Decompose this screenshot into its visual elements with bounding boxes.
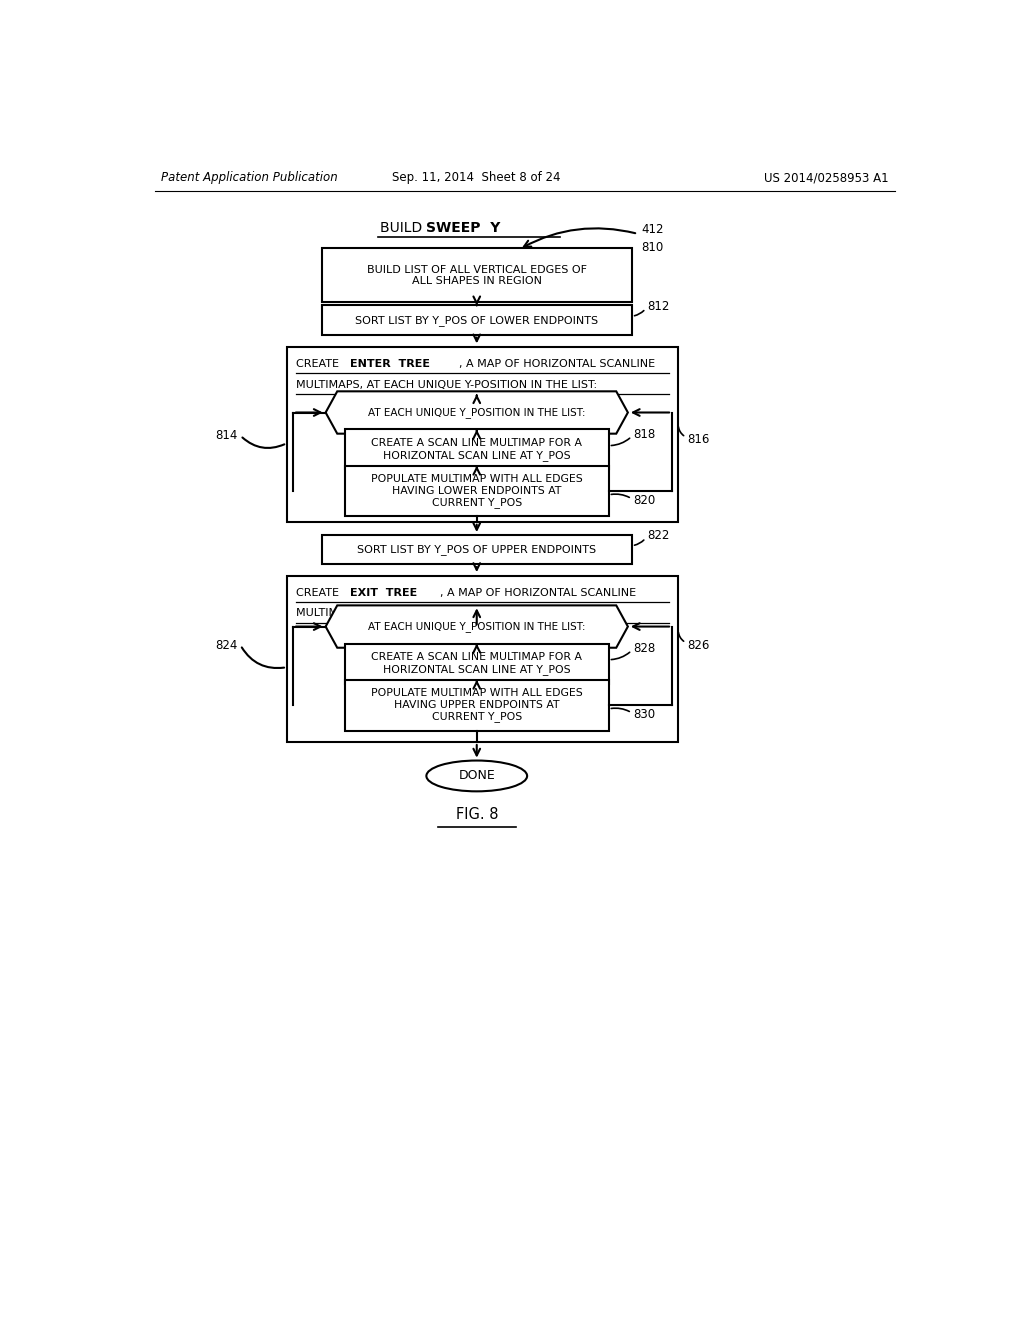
Text: 828: 828 <box>633 642 655 655</box>
Text: MULTIMAPS, AT EACH UNIQUE Y-POSITION IN THE LIST:: MULTIMAPS, AT EACH UNIQUE Y-POSITION IN … <box>296 609 597 619</box>
Text: CREATE A SCAN LINE MULTIMAP FOR A
HORIZONTAL SCAN LINE AT Y_POS: CREATE A SCAN LINE MULTIMAP FOR A HORIZO… <box>372 652 583 675</box>
Text: 822: 822 <box>647 529 670 543</box>
FancyBboxPatch shape <box>345 644 608 684</box>
Text: SWEEP  Y: SWEEP Y <box>426 222 501 235</box>
FancyBboxPatch shape <box>345 429 608 470</box>
FancyBboxPatch shape <box>287 347 678 521</box>
Text: FIG. 8: FIG. 8 <box>456 807 498 822</box>
Polygon shape <box>326 391 628 434</box>
Text: 810: 810 <box>641 242 664 255</box>
Text: 814: 814 <box>216 429 238 442</box>
Text: MULTIMAPS, AT EACH UNIQUE Y-POSITION IN THE LIST:: MULTIMAPS, AT EACH UNIQUE Y-POSITION IN … <box>296 380 597 389</box>
Text: AT EACH UNIQUE Y_POSITION IN THE LIST:: AT EACH UNIQUE Y_POSITION IN THE LIST: <box>368 407 586 418</box>
Text: 412: 412 <box>641 223 664 236</box>
Text: 830: 830 <box>633 708 655 721</box>
Text: DONE: DONE <box>459 770 496 783</box>
Text: EXIT  TREE: EXIT TREE <box>350 587 418 598</box>
Text: Patent Application Publication: Patent Application Publication <box>161 172 337 185</box>
FancyBboxPatch shape <box>322 535 632 564</box>
Polygon shape <box>326 606 628 648</box>
FancyBboxPatch shape <box>322 248 632 302</box>
Text: CREATE A SCAN LINE MULTIMAP FOR A
HORIZONTAL SCAN LINE AT Y_POS: CREATE A SCAN LINE MULTIMAP FOR A HORIZO… <box>372 438 583 461</box>
Text: SORT LIST BY Y_POS OF LOWER ENDPOINTS: SORT LIST BY Y_POS OF LOWER ENDPOINTS <box>355 314 598 326</box>
Text: 826: 826 <box>687 639 710 652</box>
Text: Sep. 11, 2014  Sheet 8 of 24: Sep. 11, 2014 Sheet 8 of 24 <box>392 172 561 185</box>
FancyBboxPatch shape <box>345 466 608 516</box>
Text: SORT LIST BY Y_POS OF UPPER ENDPOINTS: SORT LIST BY Y_POS OF UPPER ENDPOINTS <box>357 544 596 554</box>
Text: 818: 818 <box>633 428 655 441</box>
Text: , A MAP OF HORIZONTAL SCANLINE: , A MAP OF HORIZONTAL SCANLINE <box>459 359 655 370</box>
FancyBboxPatch shape <box>345 680 608 730</box>
Text: 824: 824 <box>216 639 238 652</box>
Text: BUILD: BUILD <box>380 222 427 235</box>
FancyBboxPatch shape <box>287 576 678 742</box>
Text: US 2014/0258953 A1: US 2014/0258953 A1 <box>765 172 889 185</box>
Text: 816: 816 <box>687 433 710 446</box>
FancyBboxPatch shape <box>322 305 632 335</box>
Text: AT EACH UNIQUE Y_POSITION IN THE LIST:: AT EACH UNIQUE Y_POSITION IN THE LIST: <box>368 622 586 632</box>
Text: 820: 820 <box>633 494 655 507</box>
Text: POPULATE MULTIMAP WITH ALL EDGES
HAVING LOWER ENDPOINTS AT
CURRENT Y_POS: POPULATE MULTIMAP WITH ALL EDGES HAVING … <box>371 474 583 508</box>
Text: BUILD LIST OF ALL VERTICAL EDGES OF
ALL SHAPES IN REGION: BUILD LIST OF ALL VERTICAL EDGES OF ALL … <box>367 264 587 286</box>
Text: 812: 812 <box>647 300 670 313</box>
Text: ENTER  TREE: ENTER TREE <box>350 359 430 370</box>
Text: CREATE: CREATE <box>296 359 343 370</box>
Text: POPULATE MULTIMAP WITH ALL EDGES
HAVING UPPER ENDPOINTS AT
CURRENT Y_POS: POPULATE MULTIMAP WITH ALL EDGES HAVING … <box>371 688 583 722</box>
Ellipse shape <box>426 760 527 792</box>
Text: CREATE: CREATE <box>296 587 343 598</box>
Text: , A MAP OF HORIZONTAL SCANLINE: , A MAP OF HORIZONTAL SCANLINE <box>440 587 637 598</box>
